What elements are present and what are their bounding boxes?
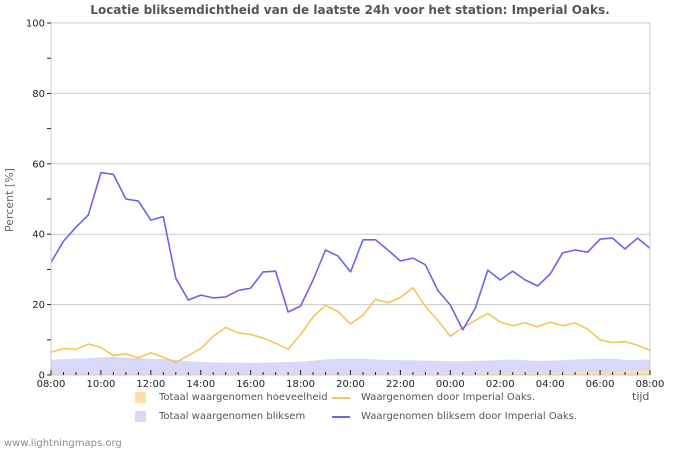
svg-text:20: 20 (32, 300, 45, 311)
svg-text:04:00: 04:00 (536, 379, 565, 390)
line-swatch-icon (332, 396, 350, 399)
svg-text:100: 100 (26, 19, 45, 30)
svg-text:22:00: 22:00 (386, 379, 415, 390)
line-swatch-icon (332, 415, 350, 418)
svg-text:16:00: 16:00 (236, 379, 265, 390)
area-swatch-icon (135, 392, 146, 403)
svg-text:20:00: 20:00 (336, 379, 365, 390)
line-waargenomen-door-imperial-oaks- (50, 286, 651, 364)
line-series (50, 171, 651, 364)
svg-text:02:00: 02:00 (486, 379, 515, 390)
svg-text:12:00: 12:00 (136, 379, 165, 390)
source-link[interactable]: www.lightningmaps.org (4, 438, 122, 449)
y-axis: 0 20 40 60 80 100 (26, 19, 51, 382)
legend-label: Totaal waargenomen hoeveelheid (159, 392, 328, 403)
line-waargenomen-bliksem-door-imperial-oaks- (50, 171, 651, 331)
plot-frame (50, 22, 651, 376)
svg-text:80: 80 (32, 89, 45, 100)
y-axis-label: Percent [%] (3, 168, 16, 232)
svg-text:08:00: 08:00 (636, 379, 665, 390)
svg-text:00:00: 00:00 (436, 379, 465, 390)
grid-lines (51, 92, 650, 306)
legend-item-total-amount: Totaal waargenomen hoeveelheid (135, 392, 328, 403)
legend-item-total-lightning: Totaal waargenomen bliksem (135, 411, 305, 422)
svg-text:18:00: 18:00 (286, 379, 315, 390)
svg-text:08:00: 08:00 (37, 379, 66, 390)
area-swatch-icon (135, 411, 146, 422)
x-axis-label: tijd (632, 390, 650, 403)
legend-item-station-lightning: Waargenomen bliksem door Imperial Oaks. (332, 411, 577, 422)
svg-text:0: 0 (39, 371, 45, 382)
svg-text:40: 40 (32, 230, 45, 241)
legend-item-station-amount: Waargenomen door Imperial Oaks. (332, 392, 535, 403)
svg-text:06:00: 06:00 (586, 379, 615, 390)
chart-title: Locatie bliksemdichtheid van de laatste … (90, 3, 610, 17)
legend-label: Waargenomen door Imperial Oaks. (361, 392, 536, 403)
svg-text:14:00: 14:00 (186, 379, 215, 390)
svg-text:60: 60 (32, 159, 45, 170)
legend-label: Totaal waargenomen bliksem (159, 411, 306, 422)
legend-label: Waargenomen bliksem door Imperial Oaks. (361, 411, 578, 422)
x-axis: 08:00 10:00 12:00 14:00 16:00 18:00 20:00 22:00… (37, 370, 665, 390)
svg-text:10:00: 10:00 (87, 379, 116, 390)
